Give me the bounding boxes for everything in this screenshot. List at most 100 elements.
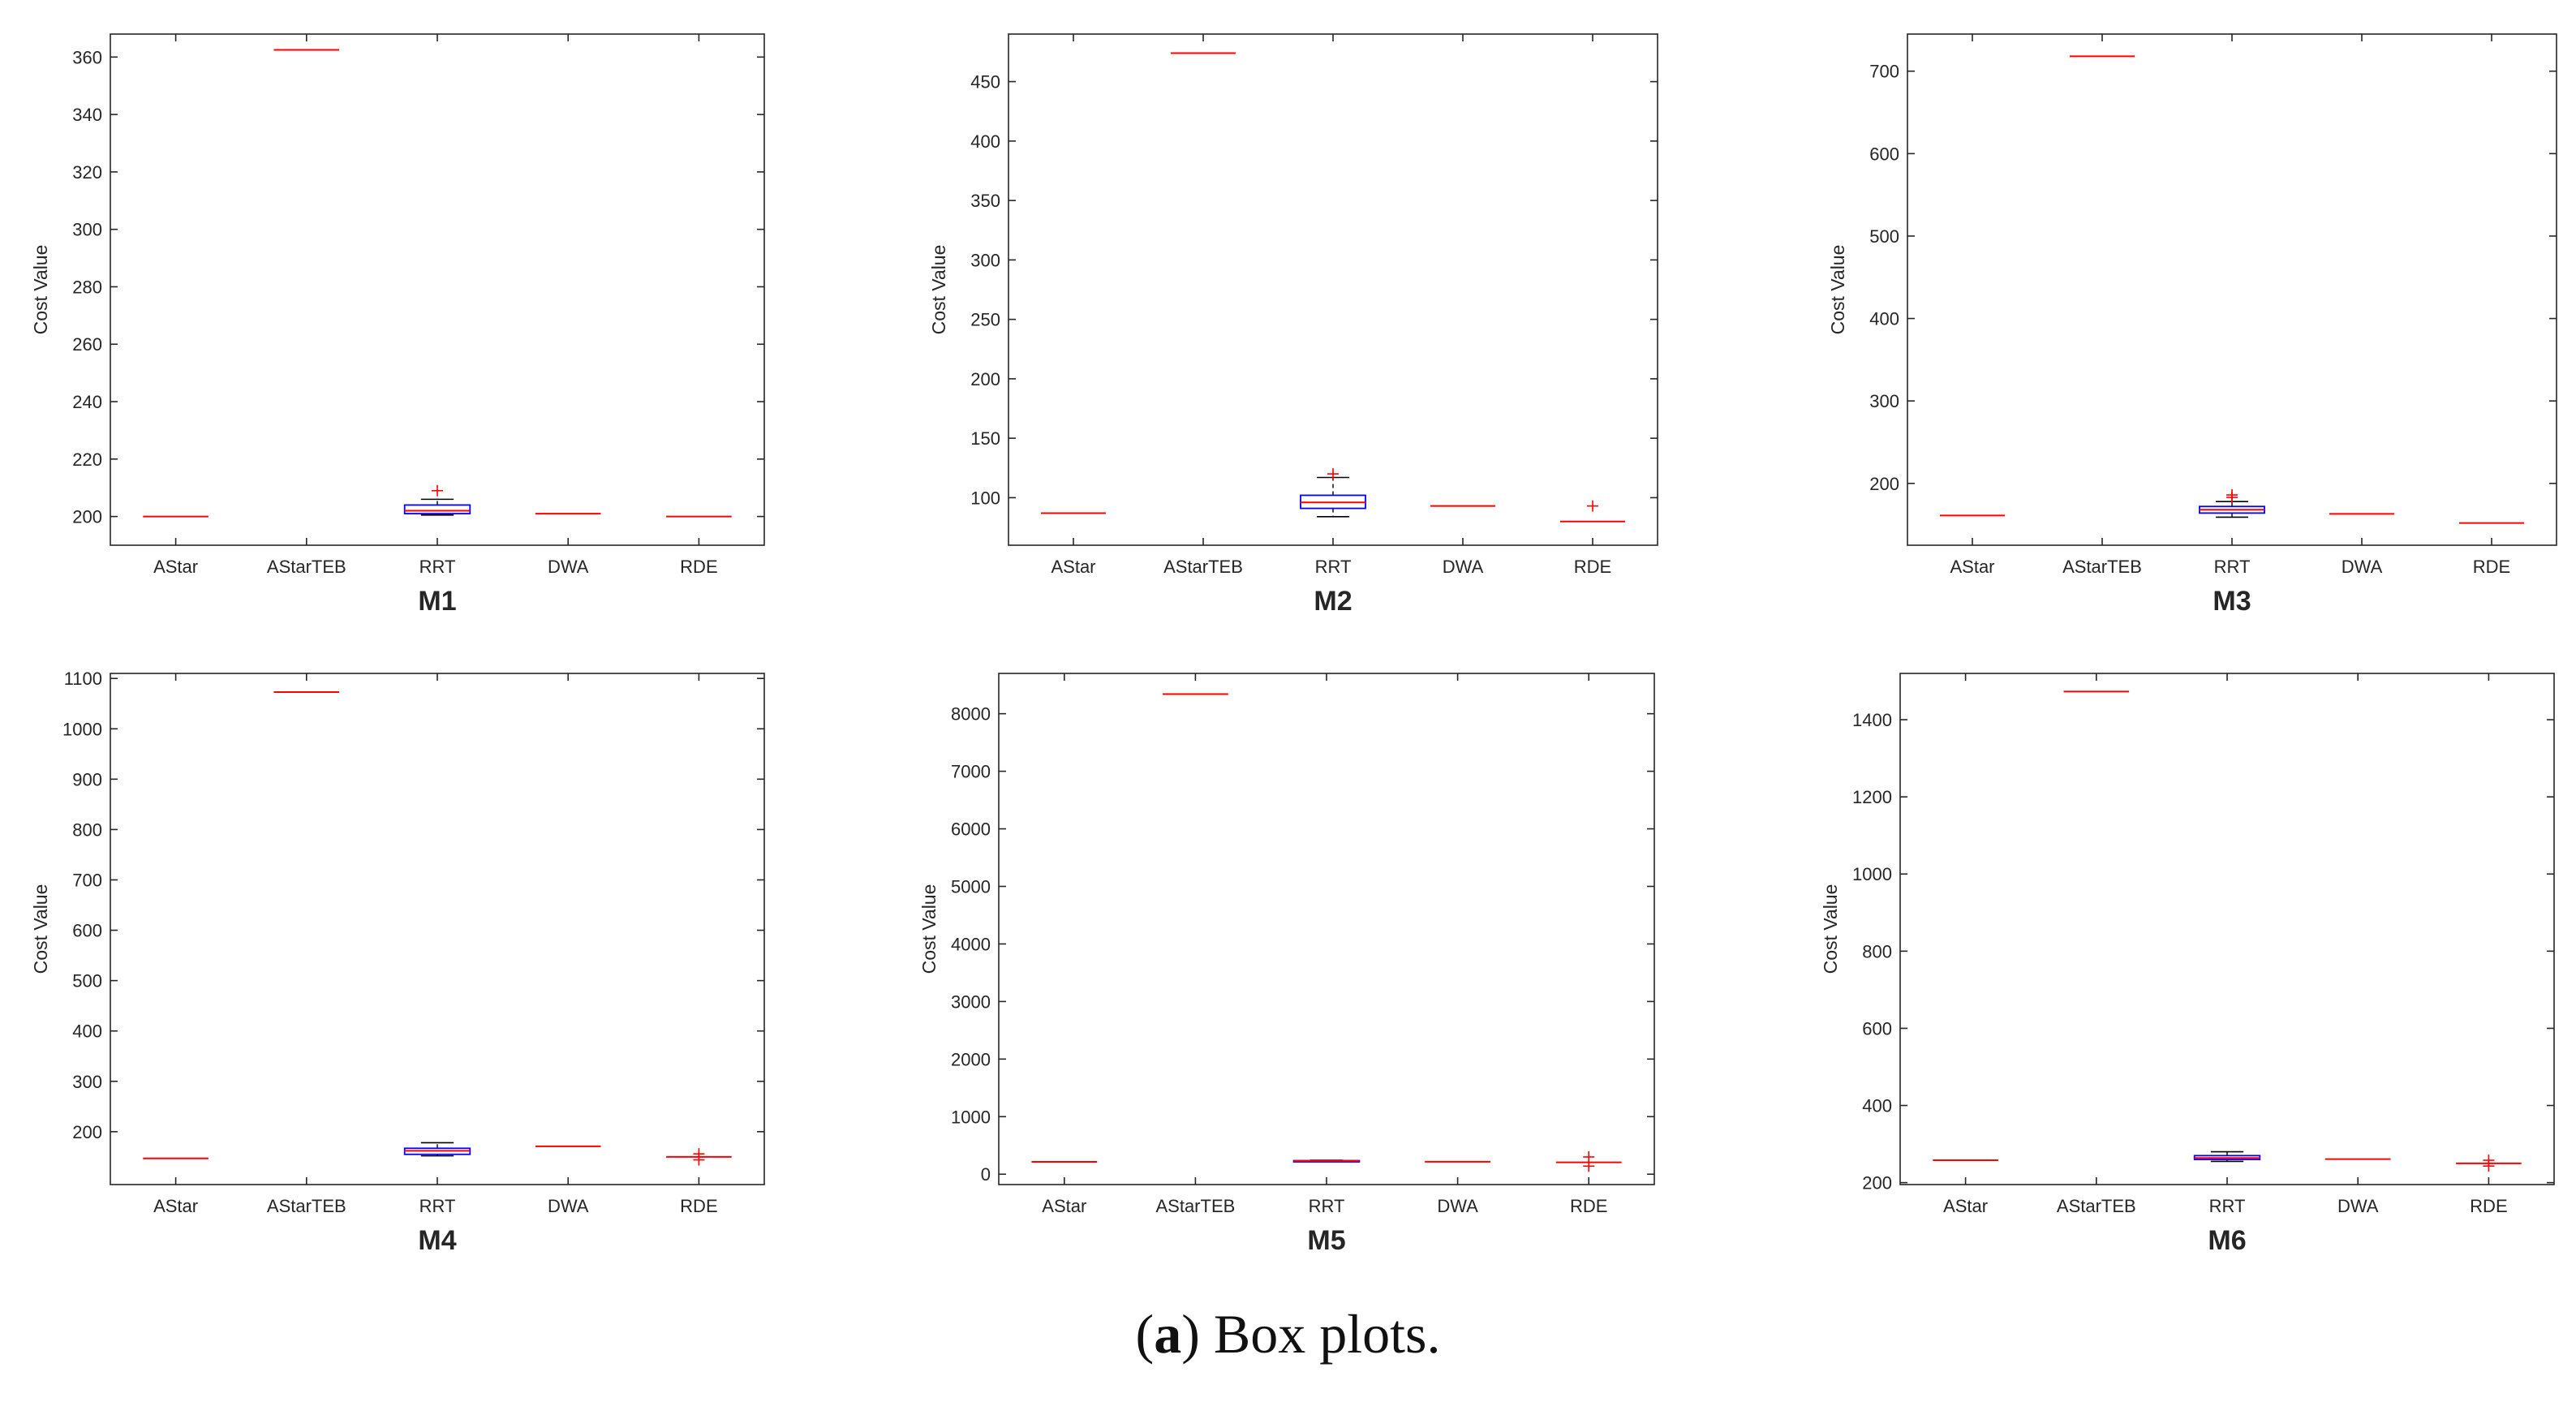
x-tick-label: RRT xyxy=(419,557,456,577)
x-tick-label: AStarTEB xyxy=(1155,1196,1235,1216)
chart-panel-m2: 100 150 200 250 300 350 400 450 AStar AStarTEB RRT… xyxy=(928,33,1658,617)
y-tick-label: 100 xyxy=(970,488,1000,508)
y-tick-label: 900 xyxy=(72,769,102,789)
x-tick-label: DWA xyxy=(548,1196,589,1216)
plot-area-frame xyxy=(110,673,765,1185)
y-tick-label: 400 xyxy=(1869,309,1899,329)
y-axis-label: Cost Value xyxy=(918,884,940,974)
caption-open: ( xyxy=(1135,1303,1155,1365)
x-tick-label: AStar xyxy=(1950,557,1994,577)
y-tick-label: 3000 xyxy=(951,991,991,1012)
x-tick-label: RRT xyxy=(1309,1196,1345,1216)
y-tick-label: 400 xyxy=(72,1021,102,1042)
y-tick-label: 7000 xyxy=(951,762,991,782)
y-tick-label: 340 xyxy=(72,105,102,125)
caption-close: ) xyxy=(1181,1303,1200,1365)
panel-title: M4 xyxy=(418,1225,456,1256)
box-rrt xyxy=(1300,468,1366,518)
y-tick-label: 220 xyxy=(72,449,102,470)
y-tick-label: 8000 xyxy=(951,704,991,725)
y-tick-label: 200 xyxy=(72,507,102,527)
x-tick-label: RDE xyxy=(1570,1196,1607,1216)
y-tick-label: 6000 xyxy=(951,819,991,840)
y-tick-label: 450 xyxy=(970,72,1000,92)
x-tick-label: AStarTEB xyxy=(1163,557,1243,577)
y-tick-label: 250 xyxy=(970,310,1000,330)
iqr-box xyxy=(403,504,471,514)
outlier-marker xyxy=(2483,1155,2495,1167)
x-tick-label: AStar xyxy=(1943,1196,1988,1216)
outlier-marker xyxy=(432,484,443,497)
chart-panel-m6: 200 400 600 800 1000 1200 1400 AStar AStarTEB RRT… xyxy=(1820,673,2555,1256)
y-tick-label: 200 xyxy=(1869,474,1899,494)
y-tick-label: 0 xyxy=(981,1164,991,1185)
figure-caption: (a) Box plots. xyxy=(0,1302,2576,1366)
chart-panel-m1: 200 220 240 260 280 300 320 340 360 AStar AStarTEB… xyxy=(30,33,765,617)
panel-title: M3 xyxy=(2213,586,2251,617)
y-tick-label: 300 xyxy=(970,250,1000,270)
y-tick-label: 4000 xyxy=(951,934,991,954)
x-tick-label: AStarTEB xyxy=(267,1196,346,1216)
y-axis-label: Cost Value xyxy=(30,245,51,335)
plot-area-frame xyxy=(1907,33,2557,546)
y-tick-label: 1000 xyxy=(1852,864,1892,884)
x-tick-label: AStarTEB xyxy=(2062,557,2142,577)
y-tick-label: 300 xyxy=(72,220,102,240)
x-tick-label: DWA xyxy=(1443,557,1484,577)
y-tick-label: 600 xyxy=(1869,144,1899,164)
x-tick-label: AStar xyxy=(153,1196,198,1216)
y-tick-label: 1000 xyxy=(951,1107,991,1127)
y-tick-label: 800 xyxy=(72,819,102,840)
x-tick-label: AStar xyxy=(153,557,198,577)
panel-title: M6 xyxy=(2208,1225,2246,1256)
x-tick-label: RRT xyxy=(2214,557,2251,577)
chart-panel-m5: 0 1000 2000 3000 4000 5000 6000 7000 8000 AStar AS… xyxy=(918,673,1655,1256)
outlier-marker xyxy=(693,1148,705,1160)
x-tick-label: AStar xyxy=(1051,557,1095,577)
y-tick-label: 350 xyxy=(970,191,1000,211)
y-tick-label: 5000 xyxy=(951,877,991,897)
y-tick-label: 150 xyxy=(970,428,1000,449)
x-tick-label: DWA xyxy=(2342,557,2383,577)
x-tick-label: RRT xyxy=(1315,557,1352,577)
x-tick-label: DWA xyxy=(548,557,589,577)
chart-panel-m4: 200 300 400 500 600 700 800 900 1000 1100 AStar ASt… xyxy=(30,669,765,1256)
y-tick-label: 260 xyxy=(72,334,102,355)
y-tick-label: 800 xyxy=(1862,941,1892,961)
y-axis-label: Cost Value xyxy=(1827,245,1848,335)
box-rde xyxy=(666,1148,732,1166)
y-tick-label: 400 xyxy=(1862,1096,1892,1116)
outlier-marker xyxy=(1583,1150,1595,1163)
box-rrt xyxy=(403,484,471,516)
box-rrt xyxy=(1292,1159,1361,1163)
x-tick-label: RDE xyxy=(1574,557,1611,577)
panel-title: M2 xyxy=(1314,586,1352,617)
y-tick-label: 300 xyxy=(72,1072,102,1092)
y-tick-label: 600 xyxy=(1862,1018,1892,1039)
x-tick-label: RDE xyxy=(680,1196,717,1216)
caption-tag: a xyxy=(1154,1303,1182,1365)
box-rrt xyxy=(2199,489,2265,518)
panel-title: M1 xyxy=(418,586,456,617)
x-tick-label: DWA xyxy=(1437,1196,1478,1216)
y-tick-label: 600 xyxy=(72,921,102,941)
plot-area-frame xyxy=(110,33,765,546)
y-tick-label: 1100 xyxy=(64,669,102,689)
outlier-marker xyxy=(1587,500,1598,512)
y-tick-label: 1400 xyxy=(1852,710,1892,730)
x-tick-label: RDE xyxy=(2473,557,2510,577)
box-rde xyxy=(1560,500,1625,523)
y-tick-label: 1000 xyxy=(62,719,102,739)
x-tick-label: RDE xyxy=(680,557,717,577)
y-axis-label: Cost Value xyxy=(30,884,51,974)
y-tick-label: 700 xyxy=(1869,62,1899,82)
y-tick-label: 700 xyxy=(72,870,102,890)
y-tick-label: 2000 xyxy=(951,1049,991,1069)
y-tick-label: 280 xyxy=(72,277,102,297)
y-tick-label: 300 xyxy=(1869,391,1899,411)
y-tick-label: 1200 xyxy=(1852,787,1892,807)
x-tick-label: AStarTEB xyxy=(2057,1196,2136,1216)
y-tick-label: 200 xyxy=(970,369,1000,389)
y-axis-label: Cost Value xyxy=(1820,884,1841,974)
